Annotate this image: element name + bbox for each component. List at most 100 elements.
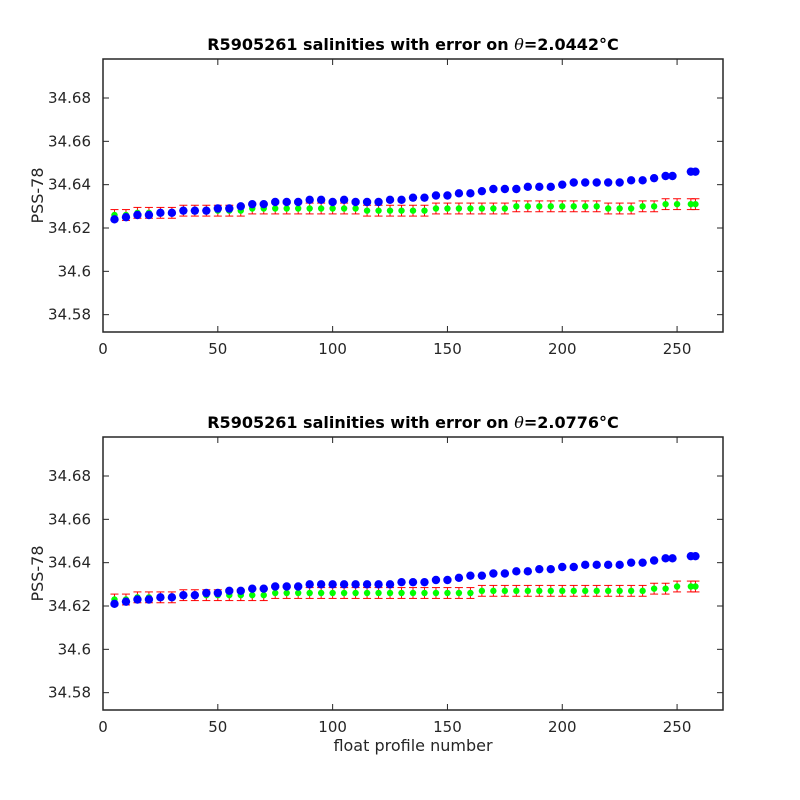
measured-point bbox=[259, 584, 268, 593]
measured-point bbox=[615, 560, 624, 570]
measured-point bbox=[512, 567, 521, 576]
x-tick-label: 250 bbox=[663, 340, 692, 358]
x-tick-label: 200 bbox=[548, 340, 577, 358]
measured-point bbox=[431, 575, 441, 585]
y-axis-label: PSS-78 bbox=[28, 167, 47, 223]
mapped-point bbox=[272, 205, 279, 212]
mapped-point bbox=[478, 587, 486, 595]
x-tick-label: 50 bbox=[208, 340, 227, 358]
y-tick-label: 34.6 bbox=[58, 640, 91, 658]
y-tick-label: 34.6 bbox=[58, 262, 91, 280]
mapped-point bbox=[692, 200, 699, 208]
axes-box bbox=[102, 58, 724, 333]
mapped-point bbox=[444, 589, 451, 597]
mapped-point bbox=[363, 207, 371, 214]
mapped-point bbox=[455, 205, 463, 212]
measured-point bbox=[144, 210, 154, 220]
measured-point bbox=[385, 195, 395, 205]
measured-point bbox=[156, 208, 165, 218]
measured-point bbox=[248, 199, 257, 209]
measured-point bbox=[110, 215, 119, 224]
mapped-point bbox=[478, 205, 486, 212]
chart-panel-2: 0 50 100 150 200 250 34.58 34.6 34.62 34.64 34.66 3… bbox=[28, 413, 724, 755]
measured-point bbox=[121, 212, 131, 222]
mapped-point bbox=[421, 589, 428, 597]
mapped-point bbox=[639, 203, 646, 210]
measured-point bbox=[668, 554, 677, 563]
measured-point bbox=[397, 195, 406, 205]
measured-point bbox=[466, 571, 475, 580]
measured-points bbox=[110, 167, 700, 224]
measured-point bbox=[156, 593, 165, 602]
mapped-point bbox=[249, 591, 256, 599]
chart-title-prefix: R5905261 salinities with error on bbox=[207, 35, 514, 54]
chart-title-unit: °C bbox=[599, 35, 619, 54]
measured-point bbox=[179, 590, 188, 600]
measured-point bbox=[668, 171, 677, 181]
measured-point bbox=[351, 580, 360, 589]
mapped-point bbox=[650, 203, 658, 210]
measured-point bbox=[293, 582, 303, 591]
axes-box bbox=[102, 436, 724, 711]
mapped-point bbox=[340, 205, 348, 212]
measured-point bbox=[546, 564, 555, 574]
measured-point bbox=[305, 580, 314, 589]
mapped-point bbox=[432, 205, 440, 212]
mapped-point bbox=[375, 207, 382, 214]
mapped-point bbox=[398, 207, 405, 214]
chart-title-prefix: R5905261 salinities with error on bbox=[207, 413, 514, 432]
measured-point bbox=[661, 171, 670, 181]
mapped-point bbox=[386, 207, 394, 214]
measured-point bbox=[190, 590, 200, 600]
x-axis-label: float profile number bbox=[333, 736, 493, 755]
measured-point bbox=[638, 558, 647, 567]
mapped-point bbox=[398, 589, 405, 597]
mapped-point bbox=[616, 205, 623, 212]
measured-point bbox=[592, 560, 601, 570]
measured-point bbox=[581, 560, 590, 570]
measured-point bbox=[477, 571, 487, 580]
measured-point bbox=[420, 577, 429, 587]
mapped-point bbox=[467, 205, 474, 212]
mapped-point bbox=[352, 589, 359, 597]
chart-title-value: =2.0776 bbox=[524, 413, 599, 432]
measured-point bbox=[489, 569, 498, 578]
measured-point bbox=[397, 577, 406, 587]
chart-title: R5905261 salinities with error on θ=2.04… bbox=[207, 35, 619, 54]
y-tick-label: 34.62 bbox=[48, 219, 91, 237]
plot-area bbox=[103, 437, 723, 710]
measured-point bbox=[661, 554, 670, 563]
mapped-point bbox=[593, 203, 600, 210]
mapped-point bbox=[329, 589, 336, 597]
mapped-point bbox=[662, 200, 669, 208]
y-tick-label: 34.64 bbox=[48, 176, 91, 194]
mapped-point bbox=[294, 205, 302, 212]
mapped-point bbox=[283, 205, 290, 212]
x-tick-label: 50 bbox=[208, 718, 227, 736]
measured-point bbox=[535, 564, 544, 574]
measured-point bbox=[454, 189, 464, 198]
mapped-point bbox=[536, 587, 543, 595]
measured-point bbox=[615, 178, 624, 187]
measured-point bbox=[236, 586, 245, 596]
measured-point bbox=[500, 184, 510, 194]
measured-points bbox=[110, 551, 700, 609]
y-tick-label: 34.66 bbox=[48, 132, 91, 150]
measured-point bbox=[546, 182, 555, 192]
measured-point bbox=[202, 588, 211, 598]
chart-panel-1: 0 50 100 150 200 250 34.58 34.6 34.62 34.64 34.66 3… bbox=[28, 35, 724, 358]
measured-point bbox=[133, 595, 142, 604]
measured-point bbox=[535, 182, 544, 192]
measured-point bbox=[339, 195, 349, 205]
mapped-point bbox=[386, 589, 394, 597]
y-tick-label: 34.62 bbox=[48, 597, 91, 615]
measured-point bbox=[179, 206, 188, 215]
chart-title-theta: θ bbox=[514, 413, 524, 432]
measured-point bbox=[558, 562, 567, 572]
mapped-point bbox=[455, 589, 463, 597]
x-tick-label: 250 bbox=[663, 718, 692, 736]
mapped-point bbox=[547, 587, 554, 595]
mapped-point bbox=[501, 587, 509, 595]
measured-point bbox=[592, 178, 601, 187]
